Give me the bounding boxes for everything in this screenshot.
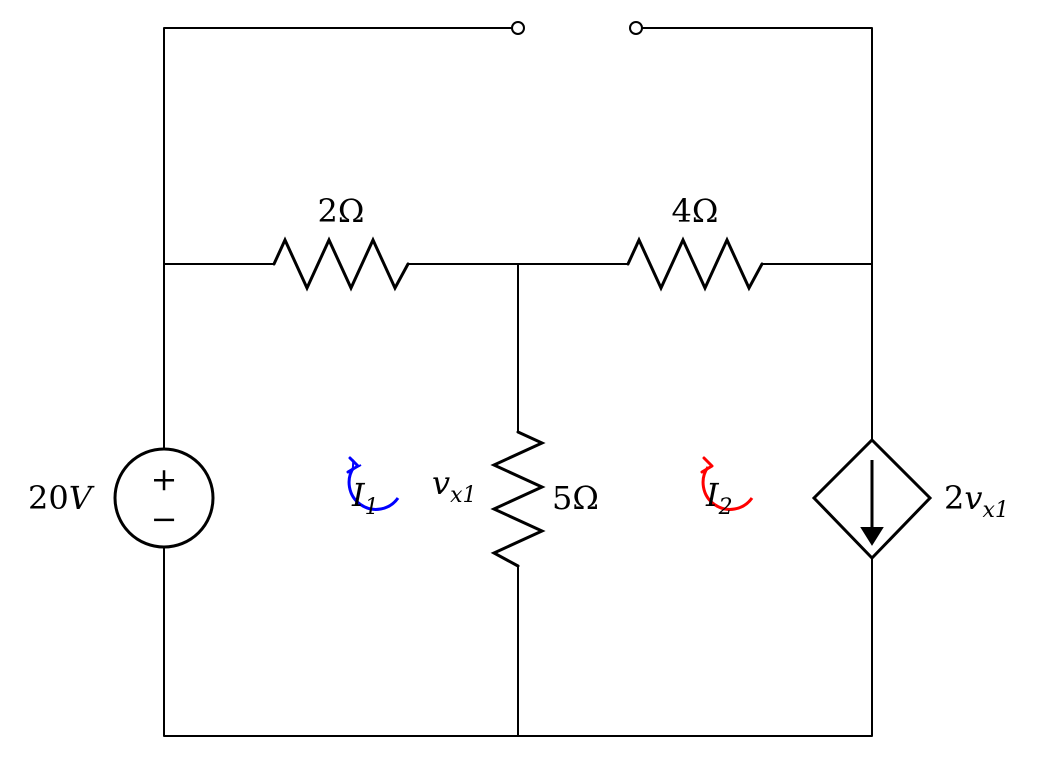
resistor-2-ohm bbox=[272, 236, 410, 292]
label-20-volts: 20V bbox=[28, 479, 95, 517]
label-vx1: vx1 bbox=[432, 464, 476, 508]
mesh-current-1-head bbox=[346, 456, 360, 474]
label-5-ohm: 5Ω bbox=[552, 479, 599, 517]
resistor-5-ohm bbox=[490, 430, 546, 568]
label-mesh-current-1: I1 bbox=[351, 476, 379, 520]
switch-terminal-right bbox=[629, 21, 643, 35]
voltage-source bbox=[113, 447, 215, 549]
resistor-4-ohm bbox=[626, 236, 764, 292]
label-4-ohm: 4Ω bbox=[672, 192, 719, 230]
dependent-source-arrowhead bbox=[860, 527, 884, 546]
mesh-current-1-arrow bbox=[347, 467, 400, 511]
label-mesh-current-2: I2 bbox=[705, 476, 733, 520]
voltage-source-plus: + bbox=[151, 460, 178, 498]
voltage-source-minus: − bbox=[151, 500, 178, 538]
bottom-wire bbox=[163, 547, 873, 737]
mesh-current-2-arrow bbox=[701, 466, 754, 511]
label-2-ohm: 2Ω bbox=[318, 192, 365, 230]
label-dependent-source: 2vx1 bbox=[944, 479, 1009, 523]
top-wire bbox=[163, 27, 873, 449]
mesh-current-2-head bbox=[700, 456, 714, 474]
switch-terminal-left bbox=[511, 21, 525, 35]
